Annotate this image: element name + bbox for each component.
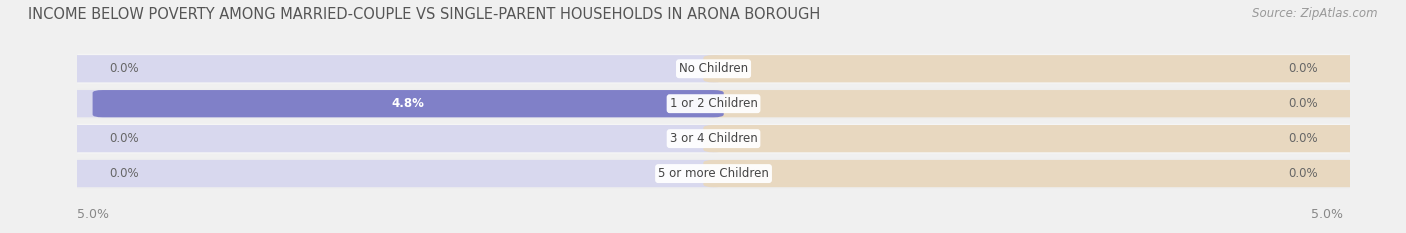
Text: 0.0%: 0.0% <box>110 62 139 75</box>
Text: 0.0%: 0.0% <box>1288 97 1317 110</box>
Text: Source: ZipAtlas.com: Source: ZipAtlas.com <box>1253 7 1378 20</box>
FancyBboxPatch shape <box>703 55 1360 82</box>
FancyBboxPatch shape <box>93 90 724 117</box>
Text: 5.0%: 5.0% <box>77 208 110 221</box>
FancyBboxPatch shape <box>703 90 1360 117</box>
Text: 0.0%: 0.0% <box>110 167 139 180</box>
Text: 0.0%: 0.0% <box>1288 167 1317 180</box>
FancyBboxPatch shape <box>703 160 1360 187</box>
Text: 3 or 4 Children: 3 or 4 Children <box>669 132 758 145</box>
FancyBboxPatch shape <box>67 55 724 82</box>
Text: 4.8%: 4.8% <box>392 97 425 110</box>
FancyBboxPatch shape <box>77 54 1350 84</box>
FancyBboxPatch shape <box>67 125 724 152</box>
Text: INCOME BELOW POVERTY AMONG MARRIED-COUPLE VS SINGLE-PARENT HOUSEHOLDS IN ARONA B: INCOME BELOW POVERTY AMONG MARRIED-COUPL… <box>28 7 820 22</box>
Text: 0.0%: 0.0% <box>1288 132 1317 145</box>
Text: 0.0%: 0.0% <box>1288 62 1317 75</box>
FancyBboxPatch shape <box>77 158 1350 189</box>
Text: 0.0%: 0.0% <box>110 132 139 145</box>
Text: 5.0%: 5.0% <box>1310 208 1343 221</box>
Text: 1 or 2 Children: 1 or 2 Children <box>669 97 758 110</box>
FancyBboxPatch shape <box>67 160 724 187</box>
FancyBboxPatch shape <box>77 89 1350 119</box>
Text: 5 or more Children: 5 or more Children <box>658 167 769 180</box>
FancyBboxPatch shape <box>67 90 724 117</box>
Text: No Children: No Children <box>679 62 748 75</box>
FancyBboxPatch shape <box>703 125 1360 152</box>
FancyBboxPatch shape <box>77 123 1350 154</box>
